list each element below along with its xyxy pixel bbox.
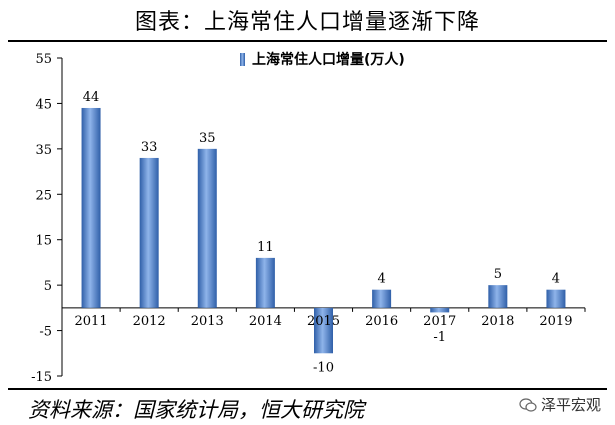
x-tick-label: 2012 [133, 314, 166, 329]
chart-title: 图表：上海常住人口增量逐渐下降 [134, 10, 480, 35]
x-tick-label: 2019 [539, 314, 572, 329]
x-tick-label: 2017 [423, 314, 456, 329]
y-tick-label: -15 [31, 370, 52, 385]
source-note: 资料来源：国家统计局，恒大研究院 [28, 398, 364, 422]
data-label: 5 [494, 267, 502, 282]
data-label: 44 [83, 90, 100, 105]
brand-text: 泽平宏观 [540, 396, 601, 414]
y-tick-label: 15 [35, 234, 52, 249]
y-tick-label: 55 [35, 52, 52, 67]
data-label: 4 [377, 272, 385, 287]
bar [546, 289, 566, 308]
x-tick-label: 2014 [249, 314, 282, 329]
bar [488, 285, 508, 308]
y-tick-label: 45 [35, 97, 52, 112]
y-tick-label: -5 [39, 325, 52, 340]
x-tick-label: 2018 [481, 314, 514, 329]
legend-swatch [240, 53, 245, 66]
data-labels: 2011 44 2012 33 2013 35 2014 11 2015 -10 2016 4 2017… [75, 90, 573, 375]
legend-label: 上海常住人口增量(万人) [252, 51, 405, 68]
bar [314, 307, 333, 354]
bar [372, 289, 392, 308]
data-label: 11 [257, 240, 274, 255]
bar [430, 307, 450, 313]
data-label: 33 [141, 140, 158, 155]
data-label: -1 [433, 330, 446, 345]
y-tick-label: 5 [44, 279, 52, 294]
data-label: 35 [199, 131, 216, 146]
y-tick-label: 35 [35, 143, 52, 158]
brand-label: 泽平宏观 [519, 394, 601, 415]
bar [197, 148, 217, 308]
x-tick-label: 2015 [307, 314, 340, 329]
top-rule [8, 40, 607, 42]
chat-bubble-icon [519, 398, 537, 412]
bars [81, 107, 566, 354]
bar [255, 257, 275, 308]
data-label: 4 [552, 272, 560, 287]
x-tick-label: 2013 [191, 314, 224, 329]
legend: 上海常住人口增量(万人) [240, 51, 405, 68]
bar [81, 107, 101, 308]
x-tick-label: 2011 [75, 314, 108, 329]
y-tick-label: 25 [35, 188, 52, 203]
bar [139, 157, 159, 308]
bottom-rule [8, 388, 607, 390]
x-tick-label: 2016 [365, 314, 398, 329]
data-label: -10 [313, 360, 334, 375]
